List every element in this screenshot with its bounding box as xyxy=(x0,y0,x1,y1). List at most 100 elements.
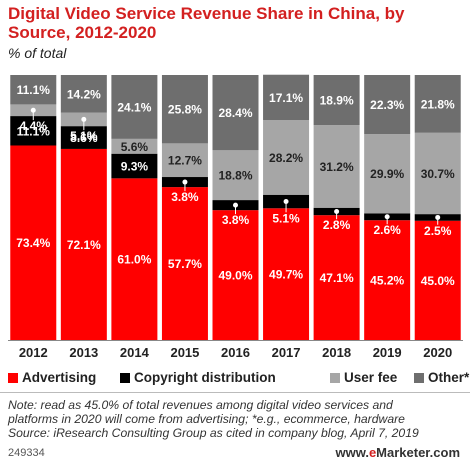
chart-title: Digital Video Service Revenue Share in C… xyxy=(8,4,405,42)
bar-other-2018 xyxy=(313,75,360,126)
note-line: Note: read as 45.0% of total revenues am… xyxy=(8,398,393,412)
data-label: 73.4% xyxy=(16,236,50,250)
bar-advertising-2012 xyxy=(10,145,57,340)
data-label: 3.8% xyxy=(171,190,199,204)
data-label: 5.1% xyxy=(272,211,300,225)
bar-user-fee-2015 xyxy=(161,143,208,178)
data-label: 2.8% xyxy=(323,218,351,232)
data-label: 49.0% xyxy=(218,269,252,283)
legend-label: User fee xyxy=(344,370,398,385)
data-label: 47.1% xyxy=(320,271,354,285)
data-label: 45.2% xyxy=(370,274,404,288)
label-leader-dot xyxy=(182,179,188,185)
bar-advertising-2017 xyxy=(263,208,310,340)
data-label: 12.7% xyxy=(168,154,202,168)
data-label: 61.0% xyxy=(117,253,151,267)
data-label: 25.8% xyxy=(168,103,202,117)
bar-other-2016 xyxy=(212,75,259,151)
legend-swatch xyxy=(8,373,18,383)
legend-item: Other* xyxy=(414,370,469,385)
data-label: 29.9% xyxy=(370,167,404,181)
data-label: 8.6% xyxy=(70,131,98,145)
chart-id: 249334 xyxy=(8,447,45,459)
label-leader-dot xyxy=(30,107,36,113)
separator xyxy=(0,392,470,393)
bar-copyright-distribution-2012 xyxy=(10,116,57,146)
bar-other-2012 xyxy=(10,75,57,105)
bar-other-2014 xyxy=(111,75,158,139)
data-label: 5.6% xyxy=(121,140,149,154)
data-label: 17.1% xyxy=(269,91,303,105)
x-tick-label: 2017 xyxy=(272,345,301,360)
data-label: 18.8% xyxy=(218,169,252,183)
chart-subtitle: % of total xyxy=(8,45,67,61)
data-label: 2.6% xyxy=(373,223,401,237)
data-label: 31.2% xyxy=(320,160,354,174)
bar-other-2017 xyxy=(263,74,310,121)
data-label: 3.8% xyxy=(222,213,250,227)
data-label: 30.7% xyxy=(421,167,455,181)
legend-swatch xyxy=(414,373,424,383)
data-label: 45.0% xyxy=(421,274,455,288)
bar-advertising-2016 xyxy=(212,210,259,340)
legend-swatch xyxy=(330,373,340,383)
bar-advertising-2020 xyxy=(414,220,461,340)
bar-copyright-distribution-2014 xyxy=(111,153,158,179)
data-label: 2.5% xyxy=(424,224,452,238)
data-label: 72.1% xyxy=(67,238,101,252)
stacked-bar-chart: 73.4%11.1%4.4%11.1%201272.1%8.6%5.1%14.2… xyxy=(8,74,463,360)
data-label: 22.3% xyxy=(370,98,404,112)
bar-copyright-distribution-2013 xyxy=(60,126,107,149)
legend-swatch xyxy=(120,373,130,383)
source-line: Source: iResearch Consulting Group as ci… xyxy=(8,426,419,440)
data-label: 11.1% xyxy=(17,124,51,138)
data-label: 5.1% xyxy=(70,129,98,143)
label-leader-dot xyxy=(334,208,340,214)
bar-advertising-2019 xyxy=(364,220,411,340)
brand-name: Marketer xyxy=(376,445,430,460)
x-tick-label: 2020 xyxy=(423,345,452,360)
legend-item: User fee xyxy=(330,370,397,385)
data-label: 28.4% xyxy=(218,106,252,120)
bar-user-fee-2020 xyxy=(414,132,461,215)
bar-user-fee-2016 xyxy=(212,150,259,201)
note-block: Note: read as 45.0% of total revenues am… xyxy=(8,398,468,440)
data-label: 24.1% xyxy=(117,100,151,114)
x-tick-label: 2019 xyxy=(373,345,402,360)
data-label: 9.3% xyxy=(121,160,149,174)
data-label: 18.9% xyxy=(320,94,354,108)
label-leader-dot xyxy=(384,214,390,220)
bar-user-fee-2019 xyxy=(364,134,411,214)
bar-user-fee-2014 xyxy=(111,138,158,154)
data-label: 14.2% xyxy=(67,87,101,101)
brand-logo: www.eMarketer.com xyxy=(335,445,460,460)
brand-prefix: www. xyxy=(335,445,369,460)
legend-label: Copyright distribution xyxy=(134,370,276,385)
data-label: 11.1% xyxy=(17,83,51,97)
bar-advertising-2014 xyxy=(111,178,158,340)
label-leader-dot xyxy=(283,199,289,205)
note-line: platforms in 2020 will come from adverti… xyxy=(8,412,405,426)
data-label: 49.7% xyxy=(269,268,303,282)
legend-label: Advertising xyxy=(22,370,97,385)
bar-user-fee-2018 xyxy=(313,125,360,208)
x-tick-label: 2014 xyxy=(120,345,150,360)
x-tick-label: 2016 xyxy=(221,345,250,360)
brand-suffix: .com xyxy=(429,445,460,460)
bar-other-2019 xyxy=(364,75,411,135)
legend-label: Other* xyxy=(428,370,470,385)
data-label: 4.4% xyxy=(20,119,48,133)
label-leader-dot xyxy=(81,116,87,122)
bar-user-fee-2017 xyxy=(263,120,310,195)
x-tick-label: 2012 xyxy=(19,345,48,360)
x-tick-label: 2018 xyxy=(322,345,351,360)
bar-advertising-2018 xyxy=(313,215,360,340)
label-leader-dot xyxy=(233,202,238,208)
bar-other-2020 xyxy=(414,75,461,133)
label-leader-dot xyxy=(435,214,441,220)
legend-item: Copyright distribution xyxy=(120,370,276,385)
data-label: 21.8% xyxy=(421,97,455,111)
data-label: 57.7% xyxy=(168,257,202,271)
bar-other-2015 xyxy=(161,75,208,144)
data-label: 28.2% xyxy=(269,151,303,165)
